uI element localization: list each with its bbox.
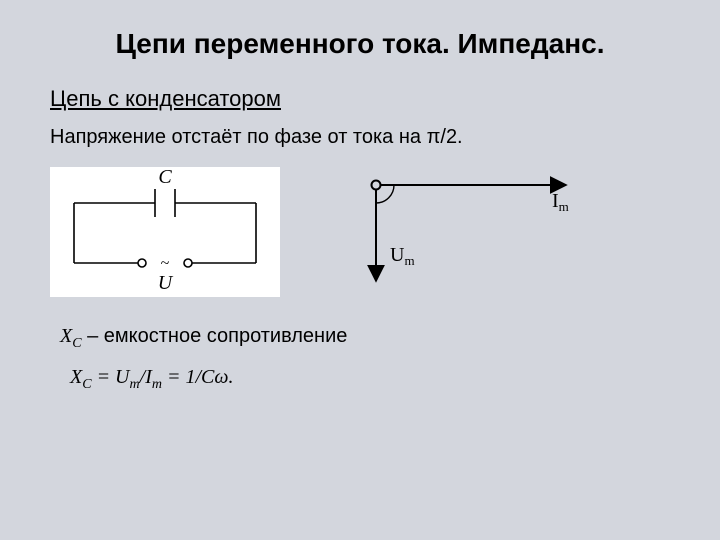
xc-sub: C: [72, 336, 81, 351]
xf-slash: /I: [140, 366, 152, 388]
xc-formula: XC = Um/Im = 1/Сω.: [70, 366, 670, 393]
phasor-svg: Im Um: [340, 167, 590, 297]
svg-text:U: U: [158, 272, 174, 294]
xf-eq2: = 1/Сω.: [162, 366, 234, 388]
xc-definition: XC – емкостное сопротивление: [60, 325, 670, 352]
xf-eq1: = U: [92, 366, 130, 388]
xf-usub: m: [130, 377, 140, 392]
xf-isub: m: [152, 377, 162, 392]
slide: Цепи переменного тока. Импеданс. Цепь с …: [0, 0, 720, 540]
circuit-svg: C ~U: [50, 167, 280, 297]
svg-text:Im: Im: [552, 190, 569, 214]
xf-lhs: X: [70, 366, 82, 388]
svg-text:C: C: [158, 167, 172, 188]
svg-text:Um: Um: [390, 244, 415, 268]
phasor-figure: Im Um: [340, 167, 590, 297]
phase-text: Напряжение отстаёт по фазе от тока на π/…: [50, 126, 670, 149]
figures-row: C ~U Im Um: [50, 167, 670, 297]
circuit-figure: C ~U: [50, 167, 280, 297]
svg-text:~: ~: [161, 255, 170, 272]
xc-symbol: X: [60, 325, 72, 347]
slide-subtitle: Цепь с конденсатором: [50, 86, 670, 112]
slide-title: Цепи переменного тока. Импеданс.: [50, 28, 670, 60]
xc-rest: – емкостное сопротивление: [82, 325, 348, 347]
xf-lhs-sub: C: [82, 377, 91, 392]
